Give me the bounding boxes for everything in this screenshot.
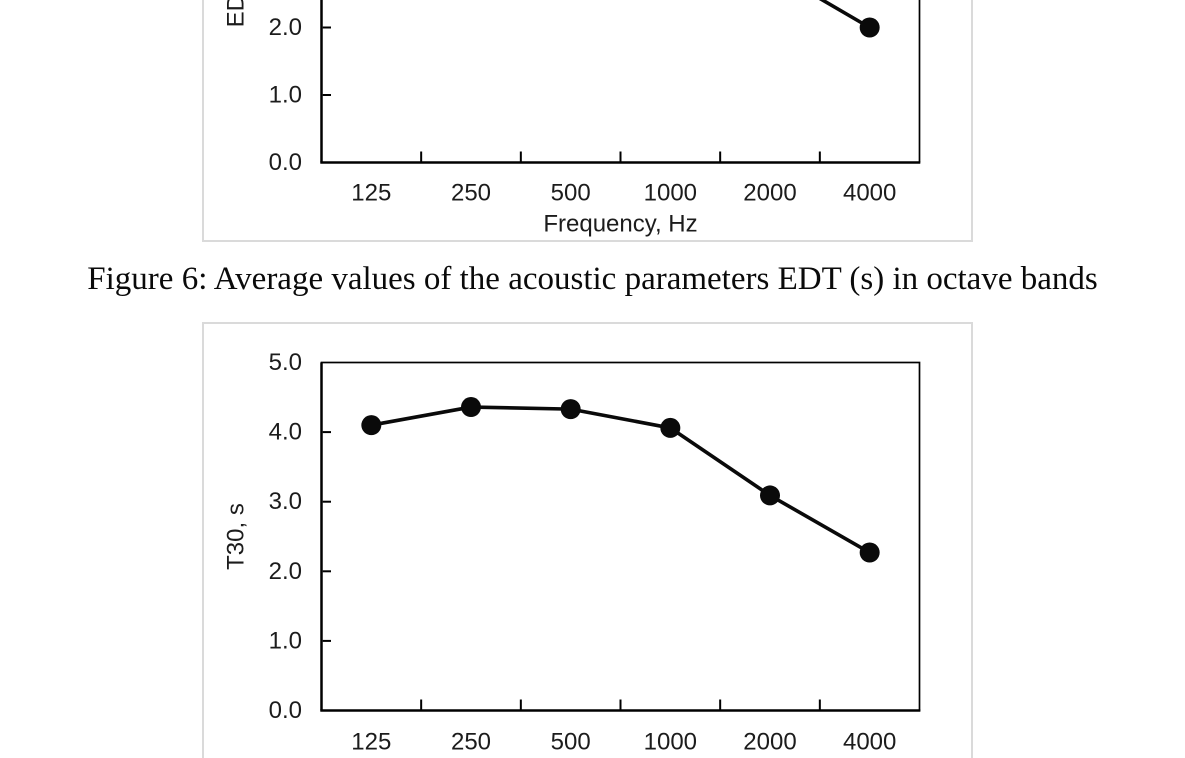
figure-caption: Figure 6: Average values of the acoustic…: [87, 261, 1098, 297]
t30-figure-container: [202, 322, 973, 758]
edt-figure-container: [202, 0, 973, 242]
